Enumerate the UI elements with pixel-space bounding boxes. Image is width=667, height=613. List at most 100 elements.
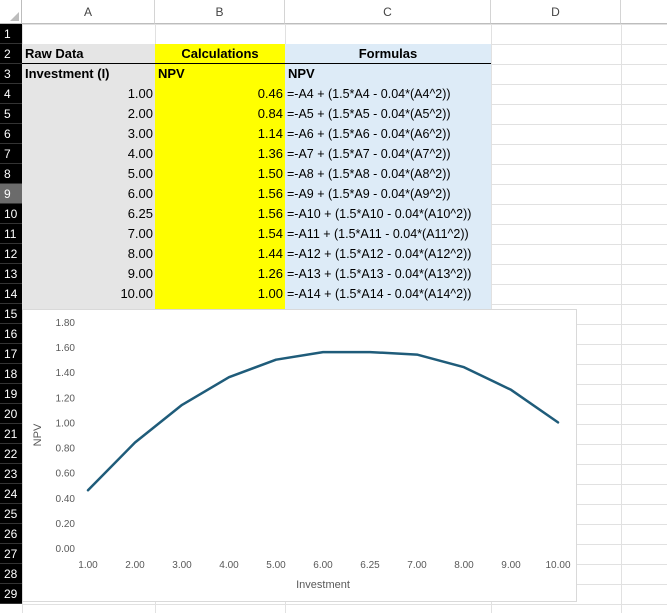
x-axis-title: Investment [296,579,350,591]
cell-a2[interactable]: Raw Data [22,44,155,64]
row-header-23[interactable]: 23 [0,464,22,484]
row-header-20[interactable]: 20 [0,404,22,424]
row-header-18[interactable]: 18 [0,364,22,384]
column-header-d[interactable]: D [491,0,621,24]
cell-b6[interactable]: 1.14 [155,124,285,144]
cell-a5[interactable]: 2.00 [22,104,155,124]
y-tick-label: 1.40 [56,368,76,379]
row-header-2[interactable]: 2 [0,44,22,64]
row-header-27[interactable]: 27 [0,544,22,564]
cell-c2[interactable]: Formulas [285,44,491,64]
cell-c3[interactable]: NPV [285,64,491,84]
row-header-19[interactable]: 19 [0,384,22,404]
cell-b5[interactable]: 0.84 [155,104,285,124]
x-tick-label: 10.00 [545,560,570,571]
npv-series-line [86,350,560,492]
row-header-29[interactable]: 29 [0,584,22,604]
column-header-e[interactable] [621,0,667,24]
cell-c5[interactable]: =-A5 + (1.5*A5 - 0.04*(A5^2)) [285,104,491,124]
row-header-12[interactable]: 12 [0,244,22,264]
cell-a7[interactable]: 4.00 [22,144,155,164]
cell-c14[interactable]: =-A14 + (1.5*A14 - 0.04*(A14^2)) [285,284,491,304]
row-header-28[interactable]: 28 [0,564,22,584]
x-tick-label: 8.00 [454,560,474,571]
cell-c4[interactable]: =-A4 + (1.5*A4 - 0.04*(A4^2)) [285,84,491,104]
column-header-b[interactable]: B [155,0,285,24]
cell-c8[interactable]: =-A8 + (1.5*A8 - 0.04*(A8^2)) [285,164,491,184]
chart-canvas: 0.00 0.20 0.40 0.60 0.80 1.00 1.20 1.40 1.60 1.80… [32,318,571,591]
row-header-9[interactable]: 9 [0,184,22,204]
x-tick-label: 6.00 [313,560,333,571]
x-tick-label: 1.00 [78,560,98,571]
cell-b11[interactable]: 1.54 [155,224,285,244]
cell-b7[interactable]: 1.36 [155,144,285,164]
npv-line-chart[interactable]: 0.00 0.20 0.40 0.60 0.80 1.00 1.20 1.40 1.60 1.80… [22,309,577,602]
row-header-8[interactable]: 8 [0,164,22,184]
cell-a12[interactable]: 8.00 [22,244,155,264]
cell-b10[interactable]: 1.56 [155,204,285,224]
x-tick-label: 6.25 [360,560,380,571]
row-header-6[interactable]: 6 [0,124,22,144]
column-header-c[interactable]: C [285,0,491,24]
row-header-1[interactable]: 1 [0,24,22,44]
cell-b13[interactable]: 1.26 [155,264,285,284]
cell-a14[interactable]: 10.00 [22,284,155,304]
row-header-25[interactable]: 25 [0,504,22,524]
cell-c7[interactable]: =-A7 + (1.5*A7 - 0.04*(A7^2)) [285,144,491,164]
row-header-21[interactable]: 21 [0,424,22,444]
cell-a8[interactable]: 5.00 [22,164,155,184]
row-header-3[interactable]: 3 [0,64,22,84]
cell-c9[interactable]: =-A9 + (1.5*A9 - 0.04*(A9^2)) [285,184,491,204]
y-tick-label: 0.40 [56,494,76,505]
row-header-7[interactable]: 7 [0,144,22,164]
cell-c6[interactable]: =-A6 + (1.5*A6 - 0.04*(A6^2)) [285,124,491,144]
cell-c10[interactable]: =-A10 + (1.5*A10 - 0.04*(A10^2)) [285,204,491,224]
y-tick-label: 0.60 [56,469,76,480]
cell-b9[interactable]: 1.56 [155,184,285,204]
select-all-corner[interactable] [0,0,22,24]
cell-c13[interactable]: =-A13 + (1.5*A13 - 0.04*(A13^2)) [285,264,491,284]
x-tick-label: 5.00 [266,560,286,571]
row-header-5[interactable]: 5 [0,104,22,124]
cell-a11[interactable]: 7.00 [22,224,155,244]
x-tick-label: 4.00 [219,560,239,571]
row-header-15[interactable]: 15 [0,304,22,324]
cell-a3[interactable]: Investment (I) [22,64,155,84]
cell-b12[interactable]: 1.44 [155,244,285,264]
cell-a10[interactable]: 6.25 [22,204,155,224]
row-header-26[interactable]: 26 [0,524,22,544]
x-tick-label: 3.00 [172,560,192,571]
cell-c12[interactable]: =-A12 + (1.5*A12 - 0.04*(A12^2)) [285,244,491,264]
row-header-10[interactable]: 10 [0,204,22,224]
cell-b14[interactable]: 1.00 [155,284,285,304]
column-header-a[interactable]: A [22,0,155,24]
row-header-16[interactable]: 16 [0,324,22,344]
cell-c11[interactable]: =-A11 + (1.5*A11 - 0.04*(A11^2)) [285,224,491,244]
x-tick-label: 2.00 [125,560,145,571]
y-tick-label: 0.80 [56,444,76,455]
row-header-17[interactable]: 17 [0,344,22,364]
cell-a9[interactable]: 6.00 [22,184,155,204]
row-header-22[interactable]: 22 [0,444,22,464]
y-tick-label: 1.80 [56,318,76,329]
y-tick-label: 1.20 [56,393,76,404]
cell-b8[interactable]: 1.50 [155,164,285,184]
y-tick-label: 0.20 [56,519,76,530]
row-header-13[interactable]: 13 [0,264,22,284]
row-header-11[interactable]: 11 [0,224,22,244]
x-tick-label: 9.00 [501,560,521,571]
cell-b4[interactable]: 0.46 [155,84,285,104]
y-tick-label: 1.60 [56,343,76,354]
x-tick-label: 7.00 [407,560,427,571]
cell-b2[interactable]: Calculations [155,44,285,64]
y-tick-label: 0.00 [56,544,76,555]
row-header-24[interactable]: 24 [0,484,22,504]
cell-a6[interactable]: 3.00 [22,124,155,144]
cell-a4[interactable]: 1.00 [22,84,155,104]
cell-b3[interactable]: NPV [155,64,285,84]
header-underline [22,63,491,64]
cell-a13[interactable]: 9.00 [22,264,155,284]
row-header-4[interactable]: 4 [0,84,22,104]
row-header-14[interactable]: 14 [0,284,22,304]
